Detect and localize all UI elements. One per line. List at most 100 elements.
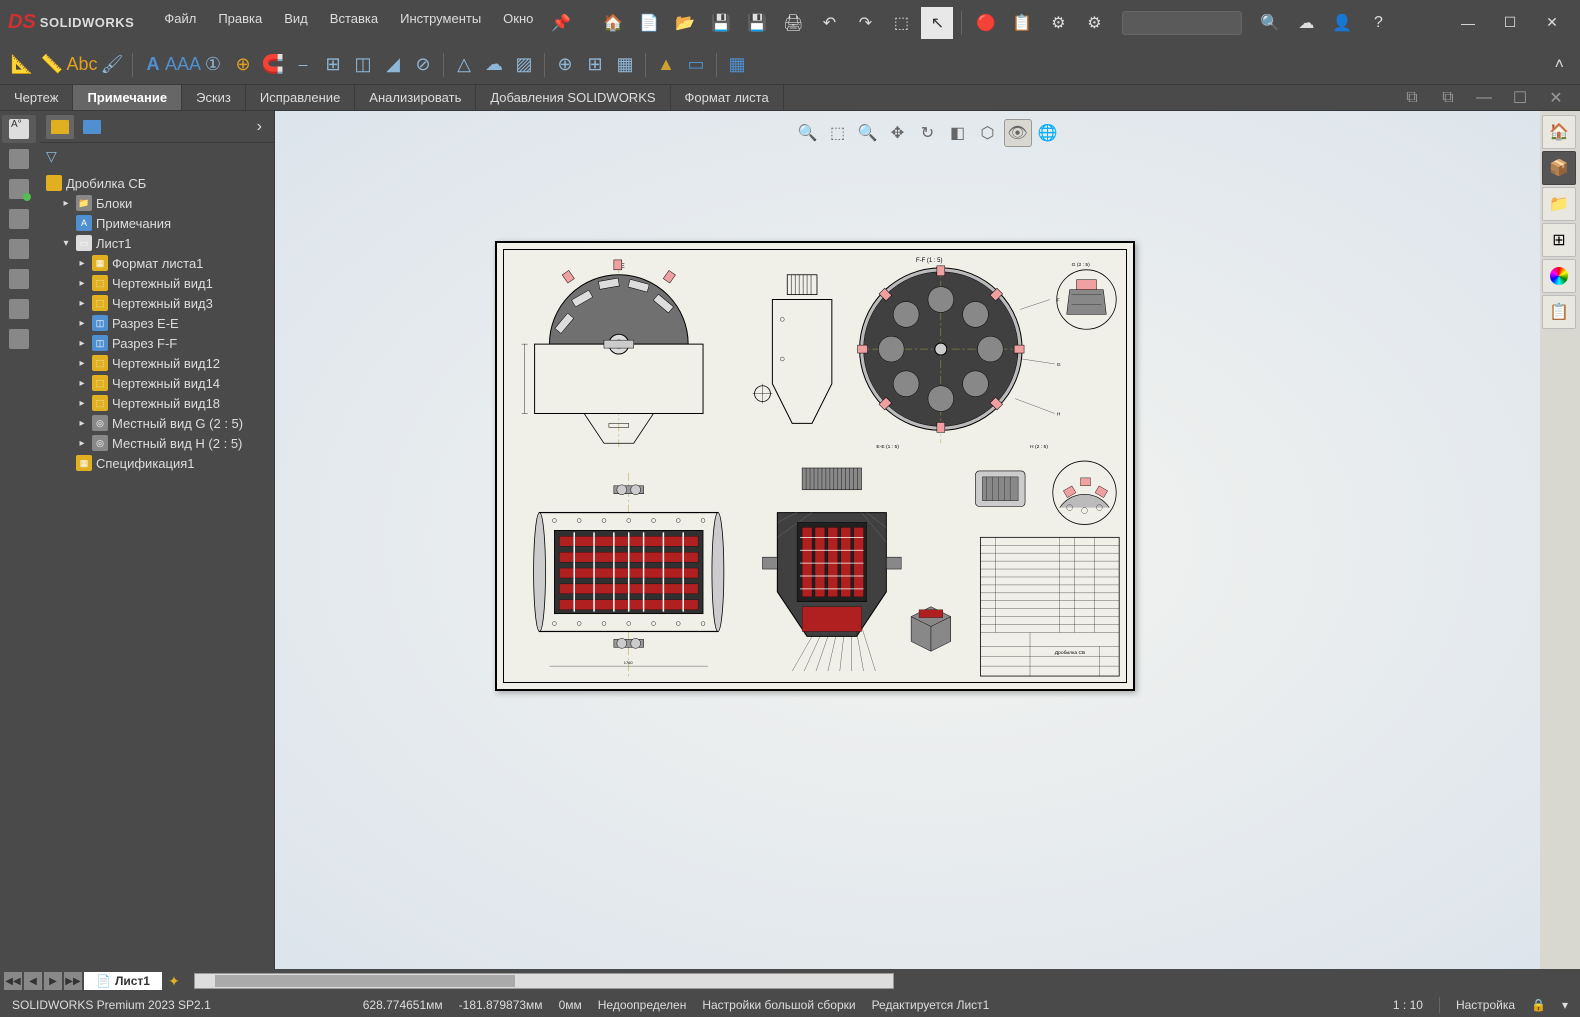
save-icon[interactable]: 💾 — [705, 7, 737, 39]
gutter-btn-5[interactable] — [2, 235, 36, 263]
status-dropdown-icon[interactable]: ▾ — [1562, 998, 1568, 1012]
status-custom[interactable]: Настройка — [1456, 998, 1515, 1012]
balloon-icon[interactable]: ① — [199, 51, 227, 79]
cloud-icon[interactable]: ☁ — [1290, 7, 1322, 39]
revision-symbol-icon[interactable]: △ — [450, 51, 478, 79]
tree-item[interactable]: AПримечания — [40, 213, 274, 233]
tree-item[interactable]: ▸◫Разрез F-F — [40, 333, 274, 353]
tree-item[interactable]: ▸▦Формат листа1 — [40, 253, 274, 273]
file-explorer-icon[interactable]: 📁 — [1542, 187, 1576, 221]
zoom-area-icon[interactable]: ⬚ — [824, 119, 852, 147]
select-icon[interactable]: ⬚ — [885, 7, 917, 39]
tree-item[interactable]: ▸⬚Чертежный вид12 — [40, 353, 274, 373]
gutter-btn-4[interactable] — [2, 205, 36, 233]
datum-feature-icon[interactable]: ◫ — [349, 51, 377, 79]
tree-toggle-icon[interactable]: ▸ — [76, 418, 88, 429]
sheet-nav-next[interactable]: ▶ — [44, 972, 62, 990]
sheet-nav-first[interactable]: ◀◀ — [4, 972, 22, 990]
resources-icon[interactable]: 📦 — [1542, 151, 1576, 185]
sheet-nav-last[interactable]: ▶▶ — [64, 972, 82, 990]
gutter-btn-6[interactable] — [2, 265, 36, 293]
display-style-icon[interactable]: ⬡ — [974, 119, 1002, 147]
menu-tools[interactable]: Инструменты — [390, 7, 491, 39]
tree-toggle-icon[interactable]: ▸ — [76, 258, 88, 269]
ribbon-collapse-icon[interactable]: ˄ — [1547, 52, 1572, 78]
status-scale[interactable]: 1 : 10 — [1393, 998, 1423, 1012]
tab-analyze[interactable]: Анализировать — [355, 85, 476, 110]
tab-drawing[interactable]: Чертеж — [0, 85, 73, 110]
tree-tab-config[interactable] — [78, 115, 106, 139]
minimize-button[interactable]: — — [1448, 8, 1488, 38]
smart-dimension-icon[interactable]: 📐 — [8, 51, 36, 79]
auto-balloon-icon[interactable]: ⊕ — [229, 51, 257, 79]
tree-toggle-icon[interactable]: ▸ — [76, 278, 88, 289]
appearances-icon[interactable] — [1542, 259, 1576, 293]
saveall-icon[interactable]: 💾 — [741, 7, 773, 39]
tab-annotation[interactable]: Примечание — [73, 85, 182, 110]
tree-toggle-icon[interactable]: ▸ — [76, 438, 88, 449]
status-lock-icon[interactable]: 🔒 — [1531, 998, 1546, 1012]
close-button[interactable]: ✕ — [1532, 8, 1572, 38]
drawing-sheet[interactable]: E — [495, 241, 1135, 691]
horizontal-scrollbar[interactable] — [194, 973, 894, 989]
tree-toggle-icon[interactable]: ▸ — [76, 338, 88, 349]
tree-item[interactable]: ▦Спецификация1 — [40, 453, 274, 473]
redo-icon[interactable]: ↷ — [849, 7, 881, 39]
linear-note-icon[interactable]: AAA — [169, 51, 197, 79]
new-icon[interactable]: 📄 — [633, 7, 665, 39]
area-hatch-icon[interactable]: ▨ — [510, 51, 538, 79]
tree-item[interactable]: ▸📁Блоки — [40, 193, 274, 213]
pin-icon[interactable]: 📌 — [545, 7, 577, 39]
format-painter-icon[interactable]: 🖌 — [98, 51, 126, 79]
undo-icon[interactable]: ↶ — [813, 7, 845, 39]
tree-expand-icon[interactable]: › — [251, 116, 268, 138]
maximize-button[interactable]: ☐ — [1490, 8, 1530, 38]
tab-evaluate[interactable]: Исправление — [246, 85, 355, 110]
tree-item[interactable]: ▸◎Местный вид G (2 : 5) — [40, 413, 274, 433]
tables-icon[interactable]: ▦ — [723, 51, 751, 79]
view-palette-icon[interactable]: ⊞ — [1542, 223, 1576, 257]
viewport[interactable]: 🔍 ⬚ 🔍 ✥ ↻ ◧ ⬡ 👁 🌐 E — [275, 111, 1580, 969]
hatch-fill-icon[interactable]: ▦ — [611, 51, 639, 79]
block-icon[interactable]: ▲ — [652, 51, 680, 79]
weld-symbol-icon[interactable]: ⎯ — [289, 51, 317, 79]
tree-root[interactable]: Дробилка СБ — [40, 173, 274, 193]
magnetic-line-icon[interactable]: 🧲 — [259, 51, 287, 79]
revision-cloud-icon[interactable]: ☁ — [480, 51, 508, 79]
home-pane-icon[interactable]: 🏠 — [1542, 115, 1576, 149]
cursor-icon[interactable]: ↖ — [921, 7, 953, 39]
tree-item[interactable]: ▸⬚Чертежный вид14 — [40, 373, 274, 393]
tree-toggle-icon[interactable]: ▾ — [60, 238, 72, 249]
window-tile-icon[interactable]: ⧉ — [1396, 82, 1428, 114]
tab-sheet-format[interactable]: Формат листа — [671, 85, 784, 110]
tree-item[interactable]: ▾▭Лист1 — [40, 233, 274, 253]
open-icon[interactable]: 📂 — [669, 7, 701, 39]
geometric-tolerance-icon[interactable]: ⊞ — [319, 51, 347, 79]
tree-toggle-icon[interactable]: ▸ — [76, 298, 88, 309]
window-close-icon[interactable]: ✕ — [1540, 82, 1572, 114]
tab-sketch[interactable]: Эскиз — [182, 85, 246, 110]
zoom-icon[interactable]: 🔍 — [854, 119, 882, 147]
gutter-btn-7[interactable] — [2, 295, 36, 323]
print-icon[interactable]: 🖨 — [777, 7, 809, 39]
tree-toggle-icon[interactable]: ▸ — [76, 318, 88, 329]
tree-toggle-icon[interactable]: ▸ — [60, 198, 72, 209]
options-icon[interactable]: 📋 — [1006, 7, 1038, 39]
tree-item[interactable]: ▸⬚Чертежный вид3 — [40, 293, 274, 313]
search-icon[interactable]: 🔍 — [1254, 7, 1286, 39]
tree-item[interactable]: ▸◎Местный вид H (2 : 5) — [40, 433, 274, 453]
appearance-icon[interactable]: 🌐 — [1034, 119, 1062, 147]
note-icon[interactable]: A — [139, 51, 167, 79]
model-items-icon[interactable]: 📏 — [38, 51, 66, 79]
rebuild-icon[interactable]: 🔴 — [970, 7, 1002, 39]
gutter-btn-1[interactable]: A° — [2, 115, 36, 143]
center-mark-icon[interactable]: ⊞ — [581, 51, 609, 79]
hide-show-icon[interactable]: 👁 — [1004, 119, 1032, 147]
pan-icon[interactable]: ✥ — [884, 119, 912, 147]
home-icon[interactable]: 🏠 — [597, 7, 629, 39]
sheet-tab-1[interactable]: 📄 Лист1 — [84, 972, 162, 990]
surface-finish-icon[interactable]: ◢ — [379, 51, 407, 79]
user-icon[interactable]: 👤 — [1326, 7, 1358, 39]
help-icon[interactable]: ? — [1362, 7, 1394, 39]
custom-props-icon[interactable]: 📋 — [1542, 295, 1576, 329]
